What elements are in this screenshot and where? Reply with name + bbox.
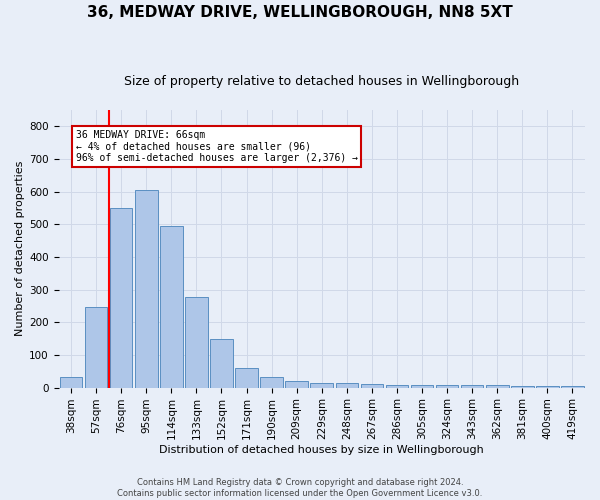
Text: Contains HM Land Registry data © Crown copyright and database right 2024.
Contai: Contains HM Land Registry data © Crown c… (118, 478, 482, 498)
Bar (260, 378, 283, 388)
X-axis label: Distribution of detached houses by size in Wellingborough: Distribution of detached houses by size … (160, 445, 484, 455)
Bar (210, 340, 233, 388)
Text: 36, MEDWAY DRIVE, WELLINGBOROUGH, NN8 5XT: 36, MEDWAY DRIVE, WELLINGBOROUGH, NN8 5X… (87, 5, 513, 20)
Text: 36 MEDWAY DRIVE: 66sqm
← 4% of detached houses are smaller (96)
96% of semi-deta: 36 MEDWAY DRIVE: 66sqm ← 4% of detached … (76, 130, 358, 163)
Bar (386, 386, 408, 388)
Bar (561, 386, 584, 388)
Title: Size of property relative to detached houses in Wellingborough: Size of property relative to detached ho… (124, 75, 520, 88)
Bar (486, 386, 509, 388)
Bar (335, 382, 358, 388)
Bar (436, 385, 458, 388)
Bar (85, 306, 107, 388)
Bar (361, 384, 383, 388)
Bar (310, 382, 333, 388)
Bar (235, 368, 258, 388)
Bar (411, 386, 433, 388)
Bar (185, 297, 208, 388)
Bar (60, 377, 82, 388)
Bar (110, 208, 133, 388)
Bar (286, 381, 308, 388)
Bar (536, 386, 559, 388)
Y-axis label: Number of detached properties: Number of detached properties (15, 161, 25, 336)
Bar (511, 386, 533, 388)
Bar (160, 226, 182, 388)
Bar (135, 190, 158, 388)
Bar (461, 385, 484, 388)
